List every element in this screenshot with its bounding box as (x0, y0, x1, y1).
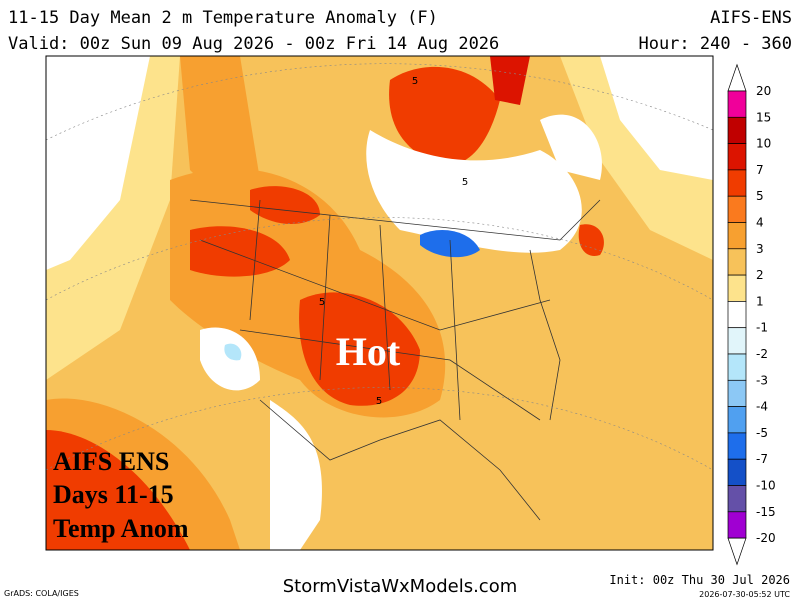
colorbar-swatch (727, 195, 747, 223)
boundaries (189, 199, 601, 521)
warm-area (180, 56, 260, 200)
colorbar-label: 7 (756, 163, 764, 177)
colorbar-label: -2 (756, 347, 768, 361)
neutral-area (600, 56, 713, 180)
colorbar-label: 4 (756, 216, 764, 230)
colorbar-label: 2 (756, 268, 764, 282)
colorbar-label: -1 (756, 321, 768, 335)
colorbar-swatch (727, 116, 747, 144)
map: Hot AIFS ENS Days 11-15 Temp Anom 5 5 5 … (45, 55, 714, 551)
colorbar-label: -10 (756, 479, 776, 493)
colorbar-label: -20 (756, 531, 776, 545)
colorbar-swatch (727, 143, 747, 171)
neutral-area (46, 56, 150, 270)
colorbar-swatch (727, 169, 747, 197)
colorbar-swatch (727, 485, 747, 513)
colorbar-swatch (727, 222, 747, 250)
colorbar-label: -15 (756, 505, 776, 519)
colorbar-end (727, 63, 747, 92)
model-name: AIFS-ENS (710, 8, 792, 28)
colorbar-swatch (727, 353, 747, 381)
colorbar-label: 5 (756, 189, 764, 203)
overlay-line: Days 11-15 (53, 480, 174, 509)
hot-area (46, 430, 190, 550)
colorbar-swatch (727, 432, 747, 460)
overlay-line: Temp Anom (53, 514, 189, 543)
map-annotation: Hot (336, 329, 401, 374)
credit: GrADS: COLA/IGES (4, 589, 79, 598)
colorbar: 20 15 10 7 5 4 3 2 1 -1 -2 -3 -4 -5 -7 -10 -15 -20 (727, 63, 776, 566)
contour-label: 5 (376, 396, 382, 407)
colorbar-end (727, 537, 747, 566)
colorbar-swatch (727, 458, 747, 486)
valid-period: Valid: 00z Sun 09 Aug 2026 - 00z Fri 14 … (8, 34, 499, 54)
graticule (46, 63, 713, 471)
colorbar-swatch (727, 90, 747, 118)
colorbar-swatch (727, 274, 747, 302)
colorbar-label: 3 (756, 242, 764, 256)
colorbar-label: 15 (756, 110, 771, 124)
neutral-area (540, 114, 602, 180)
hot-area (578, 224, 604, 256)
colorbar-label: 20 (756, 84, 771, 98)
cool-area (224, 343, 242, 361)
map-frame (45, 55, 714, 551)
neutral-area (200, 327, 260, 391)
hot-area (490, 56, 530, 105)
site-name: StormVistaWxModels.com (283, 576, 518, 597)
colorbar-label: 10 (756, 137, 771, 151)
hot-area (250, 186, 320, 225)
colorbar-swatch (727, 327, 747, 355)
contour-label: 5 (462, 177, 468, 188)
contour-label: 5 (319, 297, 325, 308)
colorbar-swatch (727, 511, 747, 539)
hot-area (299, 292, 420, 406)
contour-label: 5 (412, 76, 418, 87)
colorbar-swatch (727, 379, 747, 407)
colorbar-label: 1 (756, 294, 764, 308)
colorbar-swatch (727, 406, 747, 434)
title: 11-15 Day Mean 2 m Temperature Anomaly (… (8, 8, 438, 28)
colorbar-label: -5 (756, 426, 768, 440)
forecast-hour: Hour: 240 - 360 (638, 34, 792, 54)
hot-area (389, 66, 500, 166)
neutral-area (270, 400, 322, 550)
colorbar-swatch (727, 301, 747, 329)
neutral-area (366, 130, 582, 253)
colorbar-label: -3 (756, 373, 768, 387)
overlay-line: AIFS ENS (53, 447, 169, 476)
init-time: Init: 00z Thu 30 Jul 2026 (609, 573, 790, 587)
timestamp: 2026-07-30-05:52 UTC (699, 590, 790, 599)
colorbar-label: -4 (756, 400, 768, 414)
colorbar-label: -7 (756, 452, 768, 466)
colorbar-swatch (727, 248, 747, 276)
